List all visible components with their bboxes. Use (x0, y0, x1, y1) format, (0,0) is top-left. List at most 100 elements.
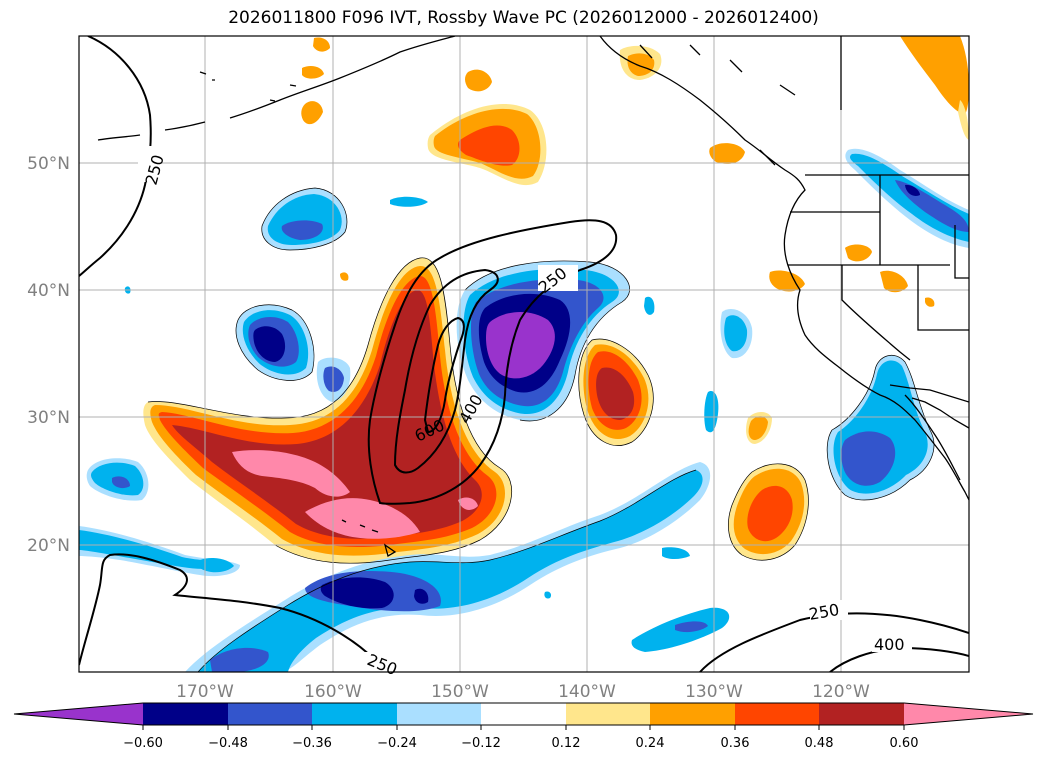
coast-baja (904, 394, 969, 481)
contour-250-sw (79, 553, 401, 672)
fill-pos-n5 (313, 37, 330, 52)
cb-label-8: 0.48 (805, 736, 834, 751)
coast-aleut-dots (199, 71, 297, 102)
fill-ar-darkred (172, 290, 482, 539)
fill-neg-east-purple (486, 311, 555, 379)
contour-label-bg-4 (362, 652, 402, 672)
fill-neg-nw-blue (281, 220, 323, 240)
fill-pos-n3 (301, 101, 323, 125)
fill-pos-n9 (958, 100, 969, 140)
lat-label-20n: 20°N (27, 536, 70, 556)
colorbar: −0.60 −0.48 −0.36 −0.24 −0.12 0.12 0.24 … (13, 702, 1034, 751)
outline-neg-coast (826, 354, 935, 501)
coast-alaska (97, 36, 456, 141)
fill-ar-pink-2 (305, 498, 420, 539)
lon-tick-labels: 170°W 160°W 150°W 140°W 130°W 120°W (176, 682, 870, 702)
fill-ar-pink (232, 450, 350, 497)
contour-label-bg-3 (810, 600, 848, 620)
outline-neg-east (464, 260, 630, 422)
contour-250-nw (79, 36, 152, 277)
lat-tick-labels: 50°N 40°N 30°N 20°N (27, 154, 70, 556)
fill-pos-n12 (880, 270, 908, 293)
contour-label-400-se: 400 (874, 635, 905, 654)
fill-neg-fw-blue (112, 476, 130, 489)
cb-label-6: 0.24 (636, 736, 665, 751)
lon-label-160w: 160°W (304, 682, 362, 702)
border-us-mex (889, 384, 969, 403)
coast-hawaii (341, 519, 397, 557)
fill-pos-n6b (627, 53, 655, 76)
contour-250-se (699, 612, 969, 672)
lon-label-150w: 150°W (431, 682, 489, 702)
lat-label-30n: 30°N (27, 408, 70, 428)
fill-pos-north-red (458, 125, 520, 166)
fill-neg-coast-blue (841, 431, 896, 486)
colorbar-bin-zero (481, 703, 566, 725)
fill-pos-n13 (925, 297, 935, 307)
outline-pos-mid (578, 338, 654, 446)
outline-neg-w (235, 304, 315, 381)
ivt-anomaly-fills (79, 36, 969, 672)
fill-pos-n4 (302, 66, 324, 79)
cb-label-2: −0.36 (292, 736, 332, 751)
lat-label-50n: 50°N (27, 154, 70, 174)
map-frame (78, 35, 970, 673)
fill-ar-pink-3 (458, 497, 478, 510)
colorbar-ticks (142, 725, 905, 730)
contour-label-bg-1 (138, 146, 160, 182)
lon-label-140w: 140°W (558, 682, 616, 702)
fill-pos-small-a2 (748, 416, 768, 440)
fill-neg-sband2-navy2 (414, 588, 429, 604)
lon-label-120w: 120°W (812, 682, 870, 702)
fill-pos-se-red (747, 485, 793, 542)
fill-neg-sband2-blue2 (210, 647, 269, 672)
fill-neg-dot2 (200, 558, 234, 573)
fill-pos-n11 (769, 270, 805, 292)
colorbar-bin-neg-024 (312, 703, 397, 725)
map-gridlines (79, 36, 969, 672)
cb-label-0: −0.60 (123, 736, 163, 751)
contour-600 (423, 316, 465, 434)
contour-label-bg-2 (538, 265, 578, 291)
colorbar-bin-pos-024 (650, 703, 735, 725)
fill-neg-w2-blue (323, 366, 344, 392)
border-ca-nv (841, 265, 911, 361)
outline-neg-sband (197, 469, 697, 672)
colorbar-extend-min (14, 703, 143, 725)
cb-label-9: 0.60 (890, 736, 919, 751)
lon-label-170w: 170°W (176, 682, 234, 702)
lon-label-130w: 130°W (685, 682, 743, 702)
cb-label-5: 0.12 (552, 736, 581, 751)
colorbar-bin-neg-012 (397, 703, 481, 725)
fill-neg-nw-small (390, 196, 428, 207)
contour-400 (393, 268, 499, 474)
fill-pos-mid-darkred (596, 367, 635, 420)
colorbar-extend-max (904, 703, 1033, 725)
coast-se-alaska (599, 36, 969, 501)
fill-neg-sband2-cyan (198, 470, 703, 672)
fill-neg-sband2-navy (320, 577, 394, 609)
coastlines (97, 36, 969, 557)
fill-neg-dot3 (662, 547, 690, 559)
fill-pos-n14 (340, 272, 349, 281)
lat-label-40n: 40°N (27, 281, 70, 301)
outline-ar (147, 257, 513, 564)
fill-pos-n7 (709, 143, 745, 164)
fill-neg-me1c (724, 315, 748, 352)
fill-neg-sband3-blue (675, 621, 708, 633)
fill-neg-sband-cyan (79, 530, 220, 569)
fill-pos-n8 (900, 36, 969, 115)
colorbar-bin-neg-036 (228, 703, 312, 725)
fill-neg-me2 (704, 390, 719, 433)
fill-outline-lines (147, 187, 935, 672)
contour-label-bg-6 (872, 632, 912, 652)
colorbar-bin-pos-012 (566, 703, 650, 725)
coast-islands-bc (639, 44, 796, 166)
fill-neg-dot4 (544, 591, 552, 599)
contour-250-ar (367, 219, 618, 505)
colorbar-bin-pos-048 (819, 703, 904, 725)
contour-label-250-se: 250 (807, 600, 840, 624)
fill-pos-n10 (845, 244, 872, 262)
fill-neg-w-navy (253, 326, 286, 362)
